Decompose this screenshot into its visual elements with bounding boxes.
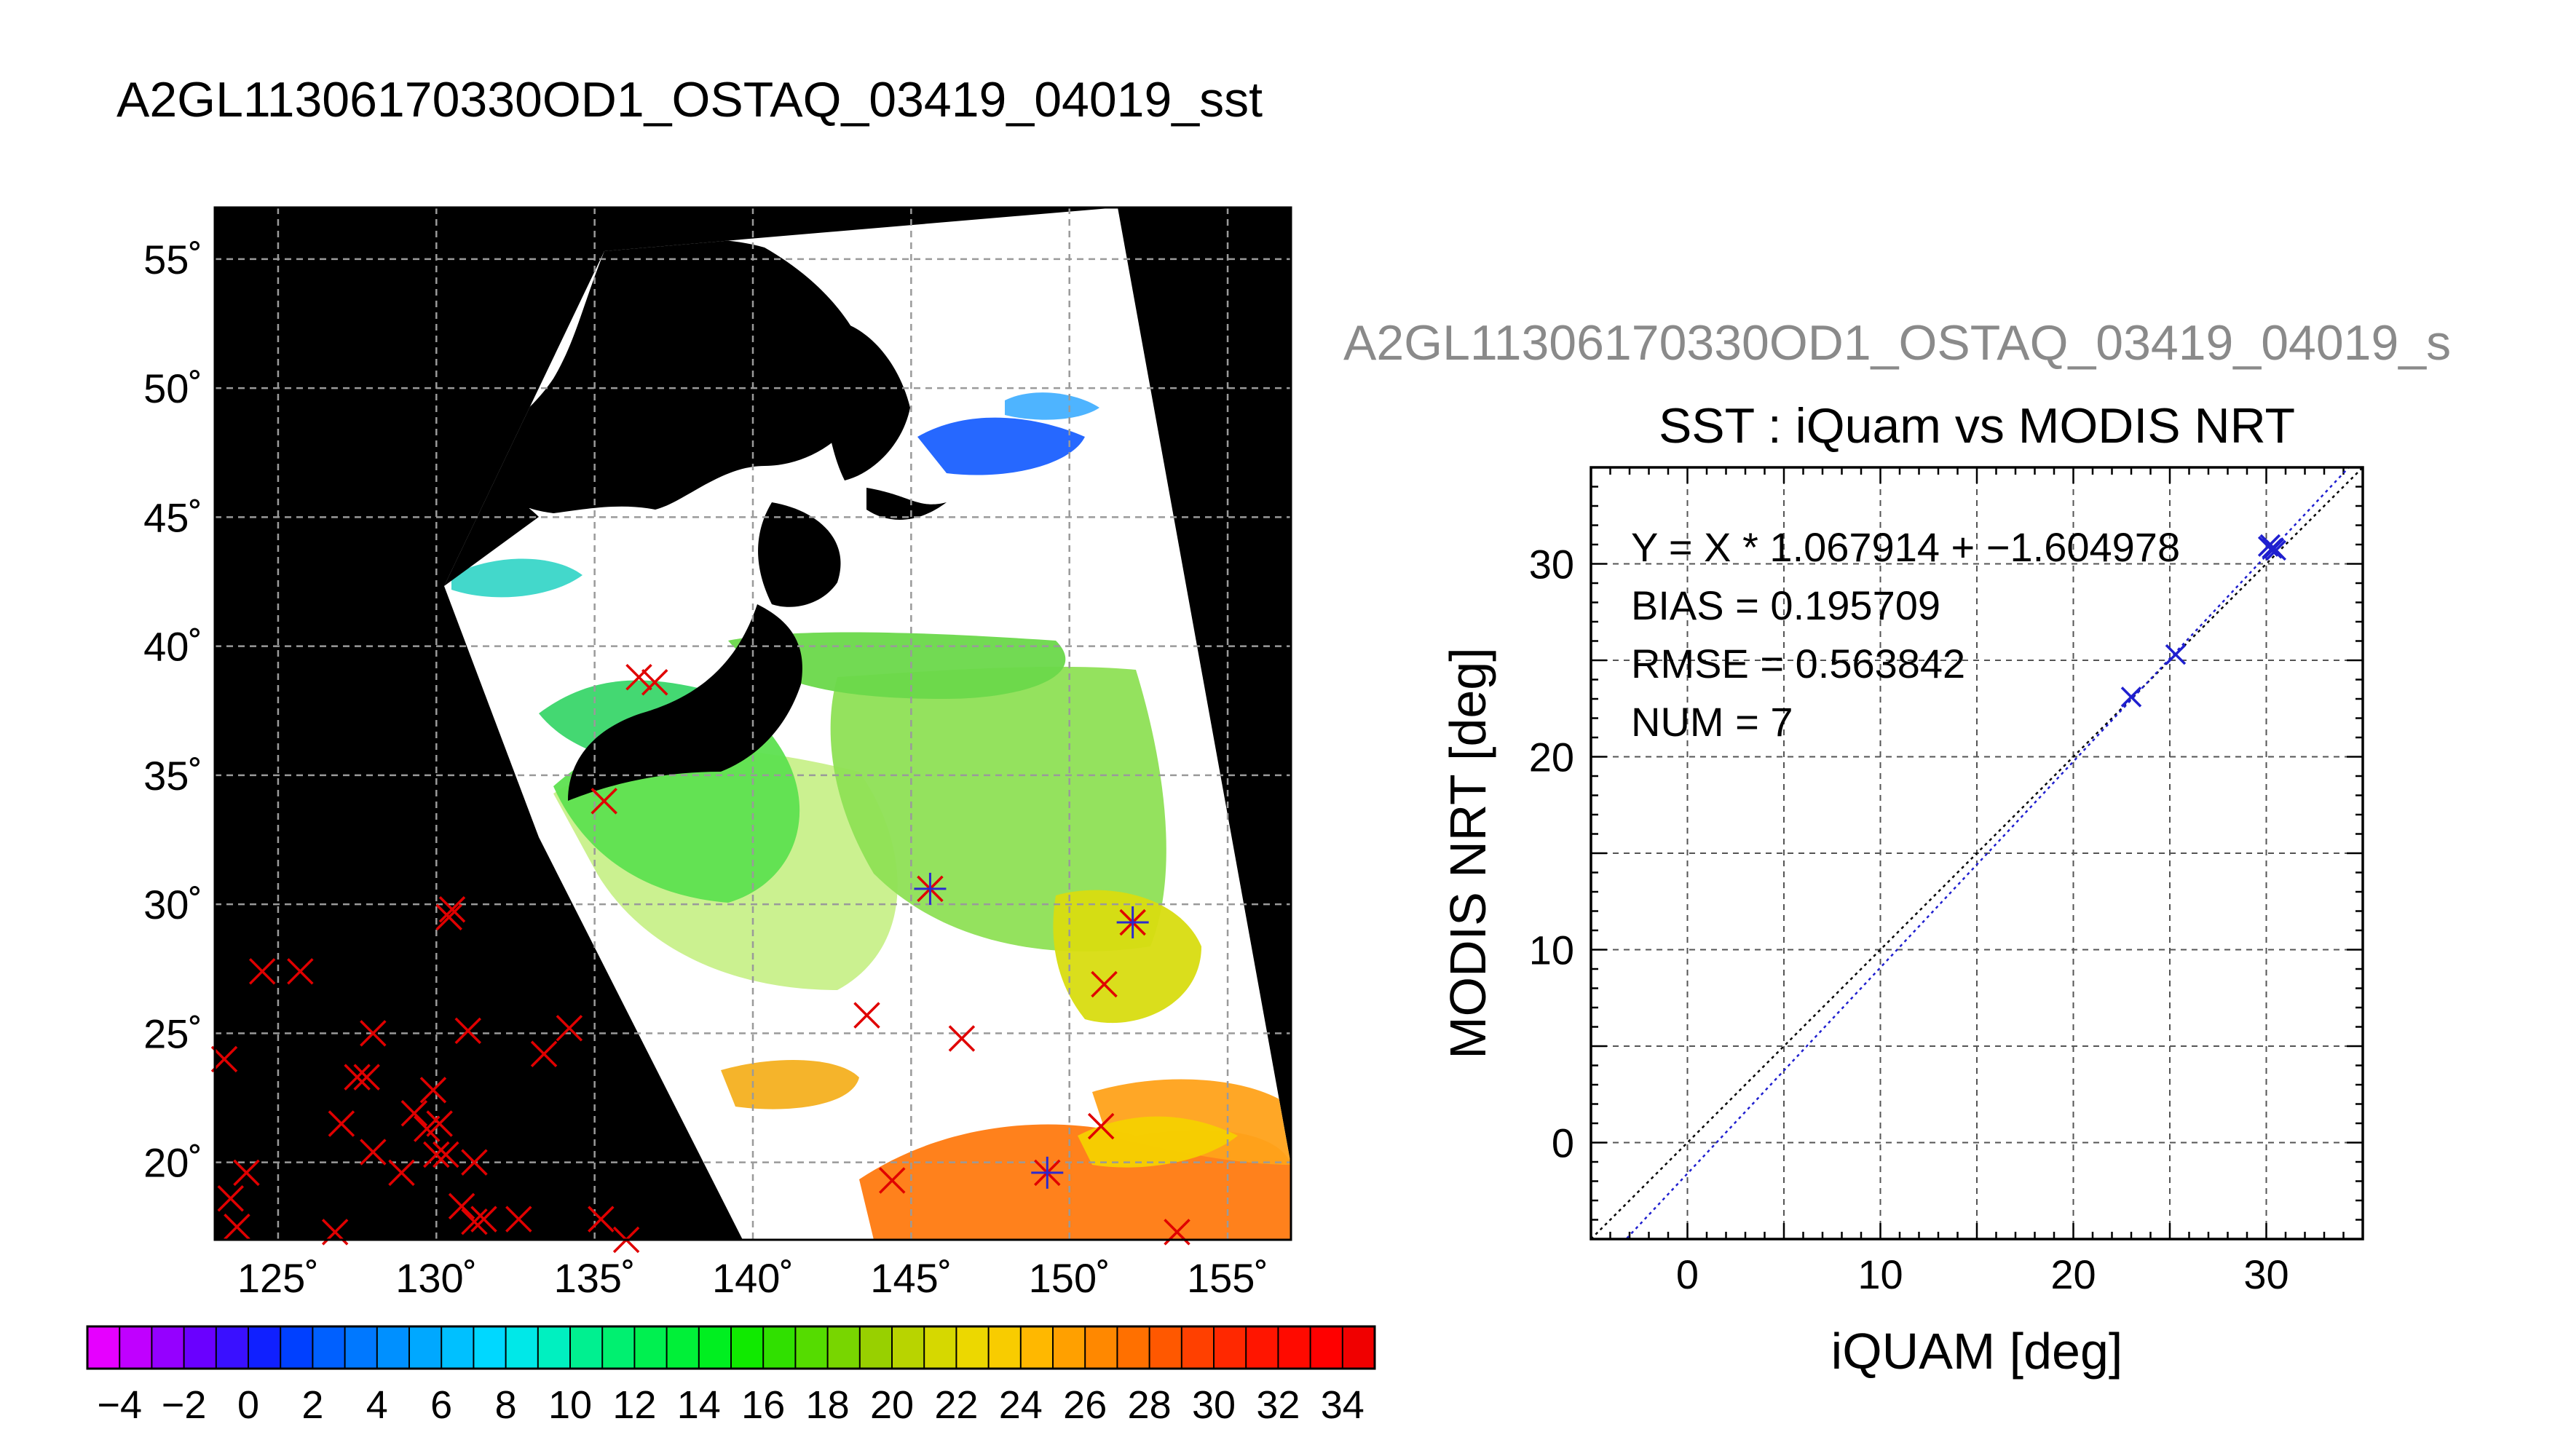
iquam-point-marker [344,1064,371,1091]
iquam-point-marker [217,1185,244,1212]
sst-region [728,632,1066,699]
match-point-marker [1116,906,1149,938]
iquam-point-marker [360,1020,387,1047]
iquam-point-marker [433,1141,459,1168]
map-y-tick-label: 25˚ [143,1010,202,1056]
iquam-point-marker [210,1045,238,1073]
iquam-point-marker [419,1077,447,1104]
sst-region [1005,392,1099,420]
iquam-point-marker [233,1159,260,1187]
sst-region [917,417,1085,475]
iquam-point-marker [505,1206,532,1233]
iquam-point-marker [948,1025,976,1052]
iquam-point-marker [224,1214,250,1241]
iquam-point-marker [625,663,652,691]
land-mask [758,502,841,607]
iquam-point-marker [591,788,617,815]
map-y-tick-label: 40˚ [143,624,202,670]
iquam-point-marker [426,1110,453,1137]
sst-region [1053,890,1201,1024]
map-y-tick-label: 20˚ [143,1140,202,1186]
map-x-tick-label: 135˚ [554,1255,636,1301]
iquam-point-marker [461,1149,488,1176]
iquam-point-marker [530,1040,558,1067]
iquam-point-marker [1091,970,1118,998]
iquam-point-marker [360,1139,387,1166]
iquam-point-marker [448,1192,475,1220]
map-y-tick-label: 30˚ [143,882,202,927]
iquam-point-marker [1087,1112,1115,1140]
sst-region [721,1060,859,1109]
scatter-header: A2GL11306170330OD1_OSTAQ_03419_04019_s [1343,315,2452,371]
map-y-tick-label: 55˚ [143,237,202,282]
map-y-tick-label: 45˚ [143,494,202,540]
iquam-point-marker [641,669,668,696]
map-x-tick-label: 150˚ [1029,1255,1110,1301]
map-x-tick-label: 130˚ [395,1255,477,1301]
iquam-point-marker [879,1167,906,1194]
sst-region [830,666,1166,951]
match-point-marker [914,872,947,905]
iquam-point-marker [556,1015,583,1042]
map-x-tick-label: 125˚ [237,1255,319,1301]
land-mask [568,604,802,801]
iquam-point-marker [353,1064,380,1091]
iquam-point-marker [287,958,314,985]
iquam-point-marker [435,903,462,931]
iquam-point-marker [853,1002,880,1029]
sst-region [451,558,583,598]
sst-region [1078,1116,1238,1168]
map-x-tick-label: 145˚ [870,1255,952,1301]
land-mask [444,239,874,586]
iquam-point-marker [470,1206,497,1233]
iquam-point-marker [454,1017,482,1045]
iquam-point-marker [248,958,276,985]
land-mask [816,319,910,480]
iquam-point-marker [588,1206,615,1233]
map-frame [213,206,1292,1241]
map-title: A2GL11306170330OD1_OSTAQ_03419_04019_sst [117,72,1263,127]
map-y-tick-label: 50˚ [143,365,202,411]
iquam-point-marker [328,1110,355,1137]
match-point-marker [1031,1156,1064,1189]
map-x-tick-label: 155˚ [1187,1255,1268,1301]
land-mask [866,488,947,520]
iquam-point-marker [461,1208,488,1235]
map-x-tick-label: 140˚ [712,1255,794,1301]
map-y-tick-label: 35˚ [143,753,202,799]
iquam-point-marker [438,896,466,923]
iquam-point-marker [388,1159,415,1187]
iquam-point-marker [400,1100,428,1127]
iquam-point-marker [423,1141,450,1168]
